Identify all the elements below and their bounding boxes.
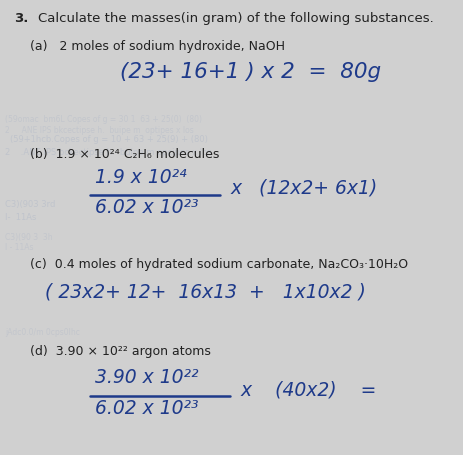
Text: 3.90 x 10²²: 3.90 x 10²² bbox=[95, 368, 198, 387]
Text: (b)  1.9 × 10²⁴ C₂H₆ molecules: (b) 1.9 × 10²⁴ C₂H₆ molecules bbox=[30, 148, 219, 161]
Text: 2    .ANE IPS bckectipse h.  buipe m opcipes x los: 2 .ANE IPS bckectipse h. buipe m opcipes… bbox=[5, 148, 211, 157]
Text: x    (40x2)    =: x (40x2) = bbox=[239, 380, 375, 399]
Text: (23+ 16+1 ) x 2  =  80g: (23+ 16+1 ) x 2 = 80g bbox=[120, 62, 380, 82]
Text: (a)   2 moles of sodium hydroxide, NaOH: (a) 2 moles of sodium hydroxide, NaOH bbox=[30, 40, 284, 53]
Text: (c)  0.4 moles of hydrated sodium carbonate, Na₂CO₃·10H₂O: (c) 0.4 moles of hydrated sodium carbona… bbox=[30, 258, 407, 271]
Text: 6.02 x 10²³: 6.02 x 10²³ bbox=[95, 399, 198, 418]
Text: C3)(903 3rd: C3)(903 3rd bbox=[5, 200, 55, 209]
Text: (59+1hcb.Copes of g = 10 + 63 + 25(9) + (80): (59+1hcb.Copes of g = 10 + 63 + 25(9) + … bbox=[10, 135, 207, 144]
Text: 1.9 x 10²⁴: 1.9 x 10²⁴ bbox=[95, 168, 186, 187]
Text: 3.: 3. bbox=[14, 12, 28, 25]
Text: C3)(90 3  3h: C3)(90 3 3h bbox=[5, 233, 52, 242]
Text: jAdc0.0/m 0cps0lhc: jAdc0.0/m 0cps0lhc bbox=[5, 328, 80, 337]
Text: 2     ANE IPS bkcectipse h.  buipe m  optipes x los: 2 ANE IPS bkcectipse h. buipe m optipes … bbox=[5, 126, 194, 135]
Text: (59omac  bm6L Copes of g = 30 1  63 + 25(0)  (80): (59omac bm6L Copes of g = 30 1 63 + 25(0… bbox=[5, 115, 201, 124]
Text: I-  11As: I- 11As bbox=[5, 213, 36, 222]
Text: I - 11As: I - 11As bbox=[5, 243, 33, 252]
Text: 6.02 x 10²³: 6.02 x 10²³ bbox=[95, 198, 198, 217]
Text: x   (12x2+ 6x1): x (12x2+ 6x1) bbox=[230, 178, 376, 197]
Text: Calculate the masses(in gram) of the following substances.: Calculate the masses(in gram) of the fol… bbox=[38, 12, 433, 25]
Text: ( 23x2+ 12+  16x13  +   1x10x2 ): ( 23x2+ 12+ 16x13 + 1x10x2 ) bbox=[45, 282, 365, 301]
Text: (d)  3.90 × 10²² argon atoms: (d) 3.90 × 10²² argon atoms bbox=[30, 345, 210, 358]
